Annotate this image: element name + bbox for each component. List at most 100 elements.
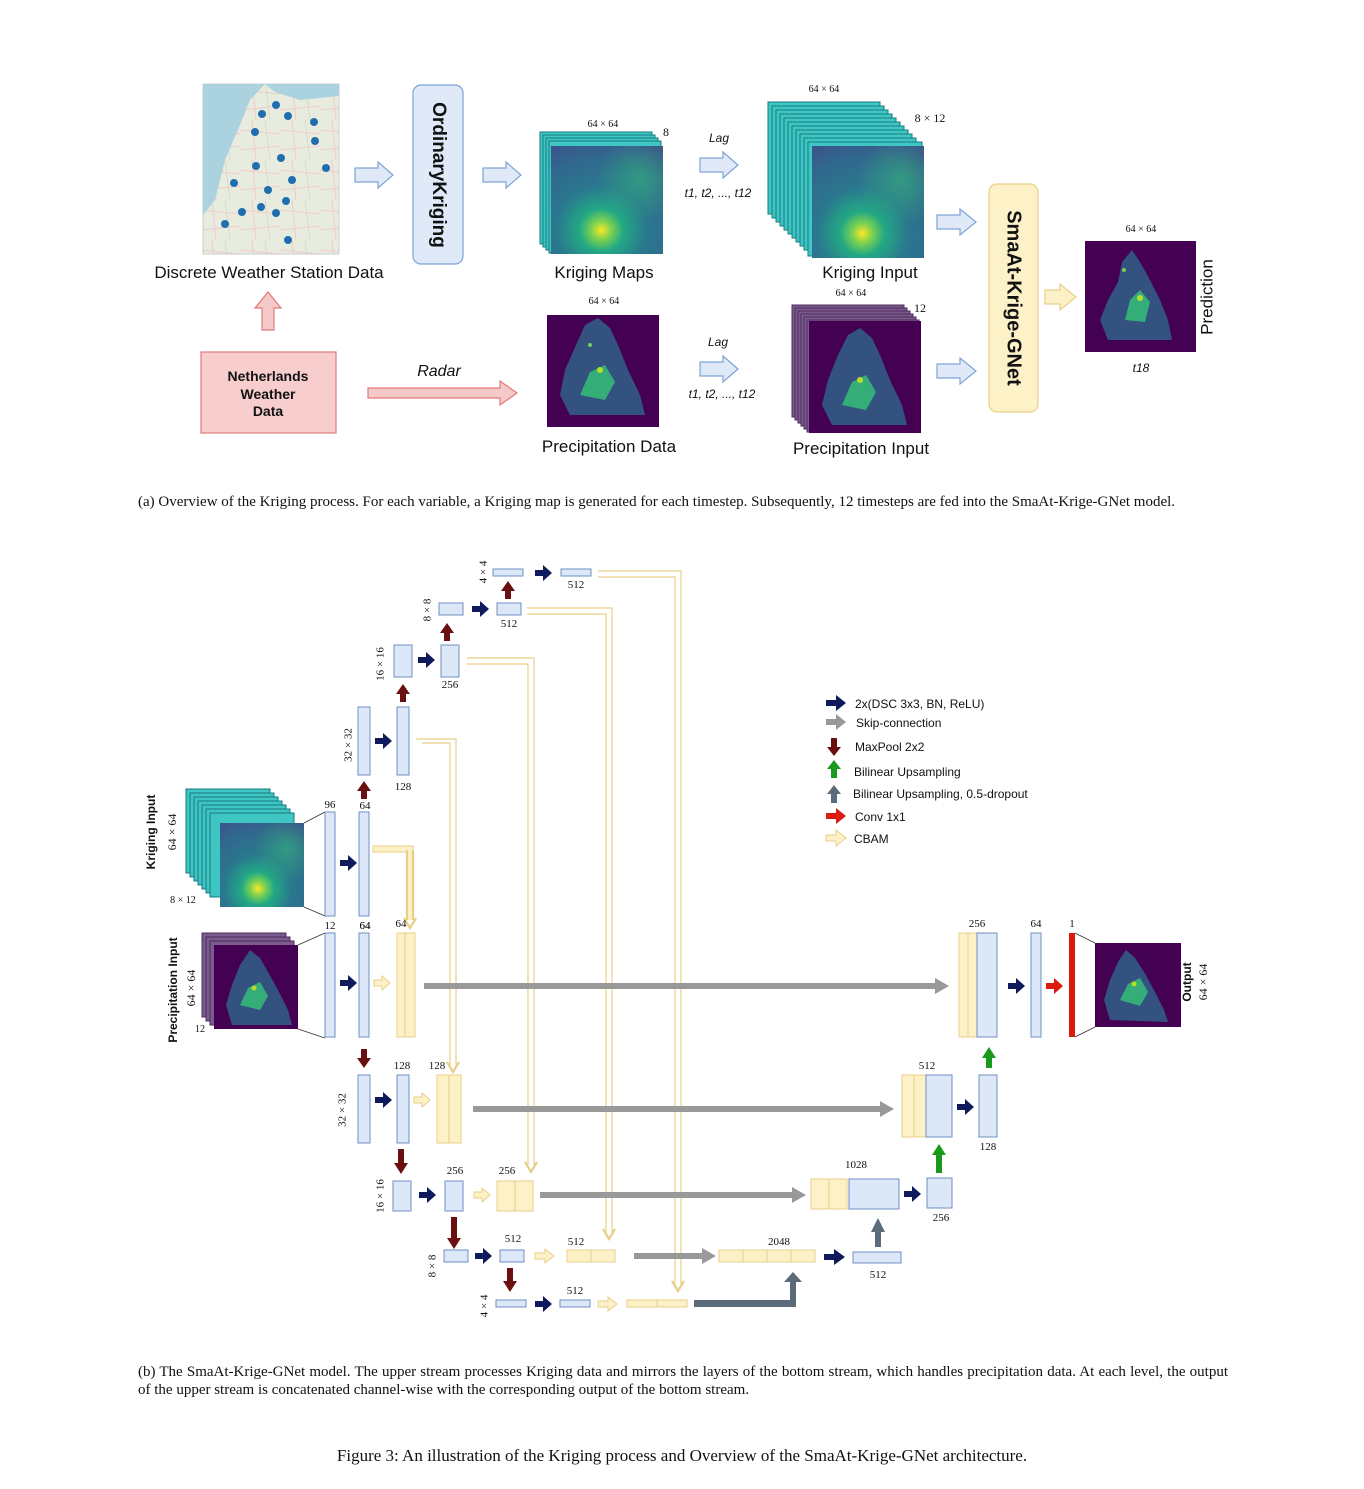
lo16-ch1: 256 — [447, 1165, 464, 1177]
arrow-pinput-to-model — [936, 356, 977, 386]
lag2-label: Lag — [708, 335, 728, 349]
cbam-blocks — [396, 932, 688, 1308]
station-label: Discrete Weather Station Data — [154, 263, 384, 282]
lag1-label: Lag — [709, 131, 729, 145]
dec-1028: 1028 — [845, 1159, 868, 1171]
lo-cbam: 64 — [396, 918, 408, 930]
precip-input-stack — [791, 304, 921, 433]
lo32: 32 × 32 — [337, 1093, 349, 1127]
conv1x1-arrow — [1046, 978, 1063, 994]
ordinary-kriging-box — [412, 84, 464, 265]
kriging-input-size: 64 × 64 — [809, 84, 840, 95]
b-kriging-input-title: Kriging Input — [144, 795, 158, 870]
dec-128: 128 — [980, 1141, 997, 1153]
conv-arrows — [340, 565, 1025, 1312]
ordinary-kriging-label: OrdinaryKriging — [428, 102, 449, 248]
lo-c2: 64 — [360, 920, 372, 932]
b-precip-input-title: Precipitation Input — [166, 937, 180, 1042]
b-kriging-input-depth: 8 × 12 — [170, 895, 196, 906]
up16-ch: 256 — [442, 679, 459, 691]
kriging-maps-label: Kriging Maps — [554, 263, 653, 282]
figure-caption: Figure 3: An illustration of the Kriging… — [336, 1446, 1028, 1465]
legend-dropout-icon — [827, 785, 841, 803]
precip-input-size: 64 × 64 — [836, 288, 867, 299]
dec-256: 256 — [933, 1212, 950, 1224]
radar-label: Radar — [417, 363, 461, 380]
up4: 4 × 4 — [478, 560, 490, 583]
legend-label-4: Bilinear Upsampling, 0.5-dropout — [853, 787, 1028, 801]
upper-c2: 64 — [360, 800, 372, 812]
arrow-model-to-prediction — [1044, 282, 1077, 312]
legend-maxpool-icon — [827, 738, 841, 756]
dec-512b: 512 — [919, 1060, 936, 1072]
b-precip-input-depth: 12 — [195, 1024, 205, 1035]
lo4: 4 × 4 — [479, 1294, 491, 1317]
legend-cbam-icon — [825, 828, 847, 848]
caption-b: (b) The SmaAt-Krige-GNet model. The uppe… — [138, 1364, 1228, 1398]
arrow-radar — [367, 379, 519, 407]
dec-2048: 2048 — [768, 1236, 791, 1248]
up8-ch: 512 — [501, 618, 518, 630]
arrow-nl-to-stations — [253, 291, 283, 331]
cbam-small-arrows — [373, 974, 618, 1313]
prediction-size: 64 × 64 — [1126, 224, 1157, 235]
legend-label-2: MaxPool 2x2 — [855, 740, 925, 754]
arrow-kinput-to-model — [936, 207, 977, 237]
lag1-steps: t1, t2, ..., t12 — [685, 186, 752, 200]
b-output-title: Output — [1180, 962, 1194, 1001]
model-label: SmaAt-Krige-GNet — [1003, 210, 1025, 386]
dec-1: 1 — [1069, 918, 1075, 930]
arrow-kriging-to-maps — [482, 160, 522, 190]
dec-256b: 256 — [969, 918, 986, 930]
dropout-upsample-arrow-2 — [871, 1218, 885, 1247]
prediction-map — [1085, 241, 1196, 352]
lo8-ch1: 512 — [505, 1233, 522, 1245]
legend-label-0: 2x(DSC 3x3, BN, ReLU) — [855, 697, 984, 711]
kriging-input-label: Kriging Input — [822, 263, 918, 282]
kriging-maps-size: 64 × 64 — [588, 119, 619, 130]
kriging-input-depth: 8 × 12 — [915, 111, 946, 125]
arrow-lag1 — [699, 150, 739, 180]
precip-input-label: Precipitation Input — [793, 439, 929, 458]
b-kriging-input-size: 64 × 64 — [165, 814, 179, 851]
lo16: 16 × 16 — [375, 1179, 387, 1213]
up32: 32 × 32 — [343, 728, 355, 762]
dropout-upsample-arrow — [694, 1272, 802, 1307]
b-kriging-input-stack — [185, 788, 304, 907]
nl-weather-data-line1: Netherlands — [228, 368, 309, 384]
station-markers — [221, 101, 330, 244]
legend — [825, 695, 847, 848]
up4-ch: 512 — [568, 579, 585, 591]
b-precip-input-stack — [201, 932, 298, 1029]
legend-conv-icon — [826, 695, 846, 711]
upsample-arrows — [932, 1047, 996, 1173]
legend-conv1x1-icon — [826, 808, 846, 824]
skip-connections — [424, 978, 949, 1264]
legend-skip-icon — [826, 714, 846, 730]
lo32-ch2: 128 — [429, 1060, 446, 1072]
up16: 16 × 16 — [375, 647, 387, 681]
legend-label-1: Skip-connection — [856, 716, 941, 730]
lo8-ch2: 512 — [568, 1236, 585, 1248]
legend-label-5: Conv 1x1 — [855, 810, 906, 824]
b-output-map — [1095, 943, 1181, 1027]
maxpool-arrows — [357, 581, 517, 1292]
prediction-label: Prediction — [1197, 259, 1216, 335]
upper-stream-blocks — [324, 568, 592, 917]
b-output-size: 64 × 64 — [1196, 964, 1210, 1001]
arrow-lag2 — [699, 354, 739, 384]
station-map — [202, 83, 340, 255]
projection-lines — [297, 811, 326, 1039]
kriging-input-stack — [767, 101, 924, 258]
precip-input-depth: 12 — [914, 301, 926, 315]
up8: 8 × 8 — [422, 598, 434, 621]
nl-weather-data-box — [200, 351, 337, 434]
kriging-maps-depth: 8 — [663, 125, 669, 139]
up32-ch: 128 — [395, 781, 412, 793]
upper-c3: 64 — [360, 920, 372, 932]
lag2-steps: t1, t2, ..., t12 — [689, 387, 756, 401]
lo-c1: 12 — [325, 920, 336, 932]
dec-512: 512 — [870, 1269, 887, 1281]
b-precip-input-size: 64 × 64 — [184, 970, 198, 1007]
